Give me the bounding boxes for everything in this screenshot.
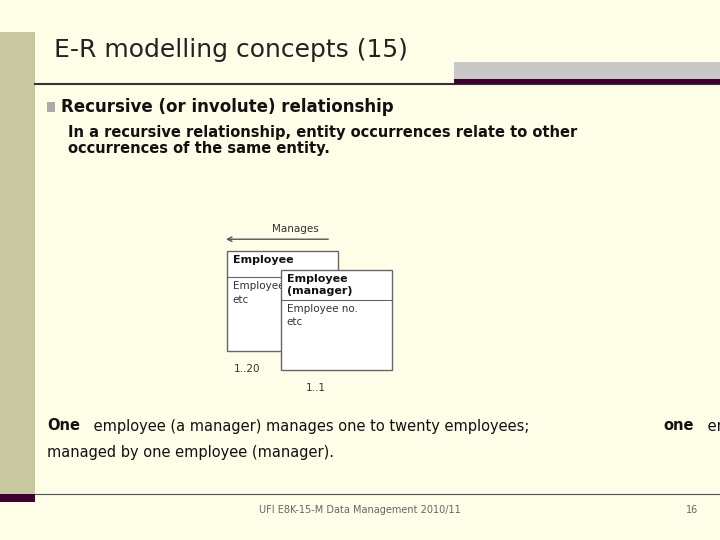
Text: 16: 16 [686,505,698,515]
Bar [0,32,35,502]
Bar [454,79,720,84]
Text: managed by one employee (manager).: managed by one employee (manager). [47,446,334,461]
Text: Employee no.
etc: Employee no. etc [287,304,358,327]
Text: 1..1: 1..1 [306,383,326,394]
Text: E-R modelling concepts (15): E-R modelling concepts (15) [54,38,408,62]
Bar [454,62,720,84]
Text: employee is: employee is [703,418,720,434]
Text: occurrences of the same entity.: occurrences of the same entity. [68,141,330,157]
Text: Employee
(manager): Employee (manager) [287,274,352,296]
Bar [281,270,392,370]
Bar [227,251,338,351]
Text: One: One [47,418,80,434]
Text: Manages: Manages [271,224,318,234]
Text: 1..20: 1..20 [234,364,261,375]
Text: Employee no.
etc: Employee no. etc [233,281,304,305]
Text: Recursive (or involute) relationship: Recursive (or involute) relationship [61,98,394,116]
Text: one: one [664,418,694,434]
Text: In a recursive relationship, entity occurrences relate to other: In a recursive relationship, entity occu… [68,125,577,140]
Bar [47,102,55,112]
Text: Employee: Employee [233,255,293,266]
Text: employee (a manager) manages one to twenty employees;: employee (a manager) manages one to twen… [89,418,534,434]
Text: UFI E8K-15-M Data Management 2010/11: UFI E8K-15-M Data Management 2010/11 [259,505,461,515]
Bar [0,494,35,502]
